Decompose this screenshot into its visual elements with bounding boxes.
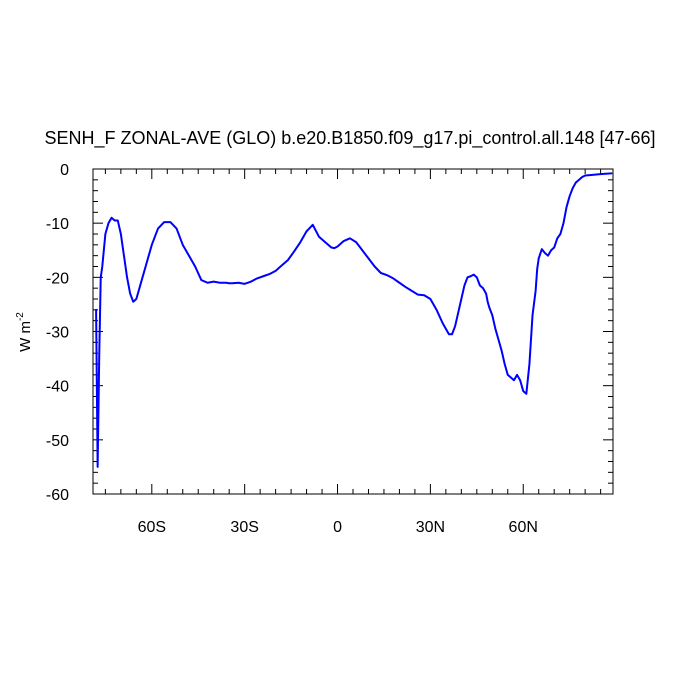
series-group <box>95 172 613 468</box>
y-tick-label: -30 <box>46 325 69 342</box>
y-tick-label: -50 <box>46 433 69 450</box>
y-axis-label-main: W m <box>17 321 34 352</box>
svg-text:W m-2: W m-2 <box>15 312 34 352</box>
y-tick-label: 0 <box>60 162 69 179</box>
y-tick-label: -10 <box>46 216 69 233</box>
y-tick-label: -60 <box>46 487 69 504</box>
plot-frame <box>92 168 614 495</box>
x-tick-label: 60N <box>509 519 538 536</box>
series-line <box>95 172 613 468</box>
x-tick-label: 30N <box>416 519 445 536</box>
tick-labels: 0 -10 -20 -30 -40 -50 -60 60S 30S 0 30N 60N <box>46 162 538 536</box>
y-tick-label: -20 <box>46 270 69 287</box>
y-axis-label-superscript: -2 <box>15 312 26 321</box>
y-axis-label: W m-2 <box>15 312 34 352</box>
y-tick-label: -40 <box>46 379 69 396</box>
x-tick-label: 30S <box>230 519 258 536</box>
x-tick-label: 0 <box>333 519 342 536</box>
chart-title: SENH_F ZONAL-AVE (GLO) b.e20.B1850.f09_g… <box>45 128 656 149</box>
x-tick-label: 60S <box>138 519 166 536</box>
